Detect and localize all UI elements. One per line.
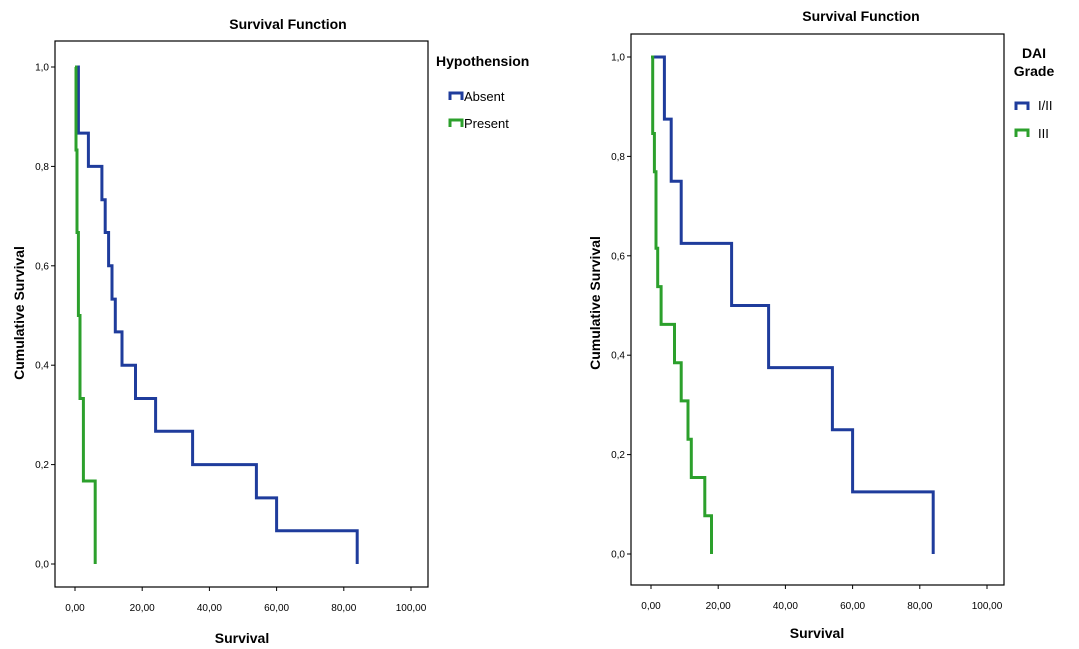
plot-frame	[630, 33, 1005, 586]
x-tick-label: 100,00	[972, 601, 1003, 612]
x-tick-label: 20,00	[130, 603, 155, 614]
chart-title: Survival Function	[802, 8, 919, 24]
y-tick-label: 0,0	[35, 560, 49, 571]
y-tick-label: 0,6	[35, 261, 49, 272]
y-tick-label: 0,8	[611, 152, 625, 163]
x-tick-label: 0,00	[641, 601, 661, 612]
x-tick-label: 60,00	[264, 603, 289, 614]
legend: DAI Grade I/II III	[1014, 45, 1055, 141]
y-tick-label: 0,2	[611, 450, 625, 461]
legend-swatch-i-ii	[1014, 101, 1030, 110]
legend-title-line1: DAI	[1022, 45, 1046, 61]
y-tick-label: 0,6	[611, 251, 625, 262]
x-tick-label: 20,00	[706, 601, 731, 612]
y-tick-label: 1,0	[611, 53, 625, 64]
x-tick-label: 60,00	[840, 601, 865, 612]
legend-label-i-ii: I/II	[1038, 98, 1052, 113]
legend: Hypothension Absent Present	[436, 53, 529, 131]
axis-ticks: 0,0 0,2 0,4 0,6 0,8 1,0 0,00 20,00 40,00 60,00 80,…	[35, 63, 427, 615]
y-axis-label: Cumulative Survival	[587, 236, 603, 370]
legend-swatch-absent	[448, 91, 464, 100]
y-tick-label: 0,8	[35, 162, 49, 173]
y-tick-label: 0,4	[35, 361, 49, 372]
series-line-absent	[75, 65, 359, 564]
plot-frame	[54, 40, 429, 588]
chart-dai-grade: Survival Function Survival Cumulative Su…	[587, 8, 1054, 641]
series-layer	[74, 65, 359, 564]
x-tick-label: 40,00	[197, 603, 222, 614]
legend-swatch-present	[448, 118, 464, 127]
x-axis-label: Survival	[790, 625, 844, 641]
y-axis-label: Cumulative Survival	[11, 246, 27, 380]
legend-swatch-iii	[1014, 128, 1030, 137]
legend-title: Hypothension	[436, 53, 529, 69]
x-tick-label: 100,00	[396, 603, 427, 614]
legend-title-line2: Grade	[1014, 63, 1055, 79]
x-tick-label: 80,00	[907, 601, 932, 612]
y-tick-label: 0,4	[611, 351, 625, 362]
legend-label-absent: Absent	[464, 89, 505, 104]
y-tick-label: 1,0	[35, 63, 49, 74]
series-line-iii	[651, 55, 713, 554]
chart-title: Survival Function	[229, 16, 346, 32]
legend-label-present: Present	[464, 116, 509, 131]
series-line-present	[74, 65, 97, 564]
y-tick-label: 0,0	[611, 550, 625, 561]
x-axis-label: Survival	[215, 630, 269, 646]
x-tick-label: 40,00	[773, 601, 798, 612]
x-tick-label: 0,00	[65, 603, 85, 614]
series-line-i-ii	[651, 55, 935, 554]
axis-ticks: 0,0 0,2 0,4 0,6 0,8 1,0 0,00 20,00 40,00 60,00 80,…	[611, 53, 1003, 613]
chart-hypothension: Survival Function Survival Cumulative Su…	[11, 16, 529, 646]
legend-label-iii: III	[1038, 126, 1049, 141]
x-tick-label: 80,00	[331, 603, 356, 614]
y-tick-label: 0,2	[35, 460, 49, 471]
series-layer	[651, 55, 935, 554]
